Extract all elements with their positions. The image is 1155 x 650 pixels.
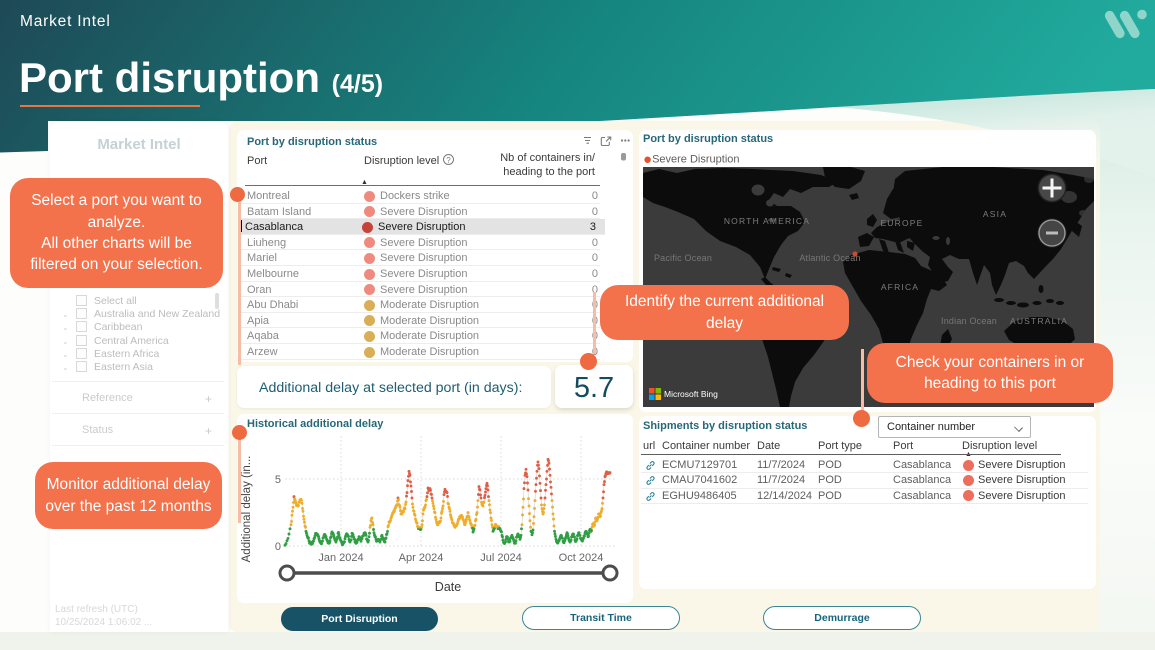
svg-text:AFRICA: AFRICA bbox=[881, 282, 919, 292]
svg-text:Pacific Ocean: Pacific Ocean bbox=[654, 253, 712, 263]
svg-text:Jan 2024: Jan 2024 bbox=[318, 552, 363, 564]
svg-text:5: 5 bbox=[275, 474, 281, 486]
svg-text:EUROPE: EUROPE bbox=[880, 218, 923, 228]
svg-text:Date: Date bbox=[435, 580, 461, 594]
svg-text:Atlantic Ocean: Atlantic Ocean bbox=[799, 253, 860, 263]
svg-text:Additional delay (in...: Additional delay (in... bbox=[241, 456, 253, 563]
svg-text:Indian Ocean: Indian Ocean bbox=[941, 316, 997, 326]
svg-text:AUSTRALIA: AUSTRALIA bbox=[1010, 316, 1068, 326]
svg-text:ASIA: ASIA bbox=[983, 209, 1007, 219]
svg-text:Oct 2024: Oct 2024 bbox=[559, 552, 604, 564]
svg-text:Microsoft Bing: Microsoft Bing bbox=[664, 389, 718, 399]
svg-text:0: 0 bbox=[275, 541, 281, 553]
svg-text:Apr 2024: Apr 2024 bbox=[399, 552, 444, 564]
svg-text:NORTH AMERICA: NORTH AMERICA bbox=[724, 216, 810, 226]
svg-text:Jul 2024: Jul 2024 bbox=[480, 552, 522, 564]
